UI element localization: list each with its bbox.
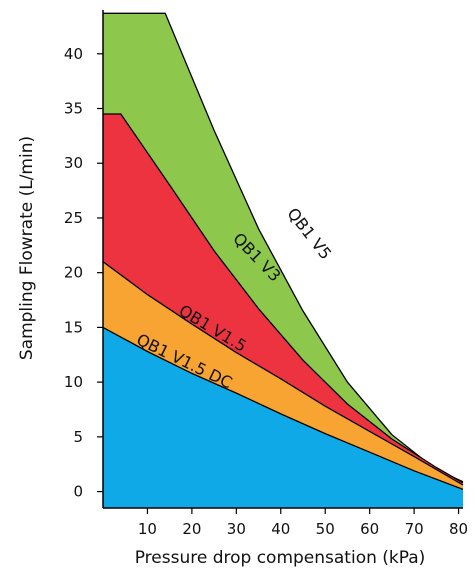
area-qb1-v1-5-dc: [103, 327, 463, 508]
y-tick-label: 0: [73, 483, 83, 501]
x-tick-label: 50: [316, 520, 335, 538]
x-tick-label: 10: [138, 520, 157, 538]
x-tick-label: 20: [182, 520, 201, 538]
y-tick-label: 30: [64, 154, 83, 172]
curve-label-qb1-v5: QB1 V5: [283, 204, 335, 263]
y-tick-label: 25: [64, 209, 83, 227]
y-tick-label: 20: [64, 264, 83, 282]
line-qb1-v1-5-dc: [102, 326, 464, 491]
tick-layer: 10 20 30 40 50 60 70 80 0 5 10 15 20 25 30 35 40: [64, 45, 468, 538]
y-axis-title: Sampling Flowrate (L/min): [17, 136, 37, 360]
x-tick-label: 80: [449, 520, 468, 538]
line-qb1-v1-5: [102, 261, 464, 486]
x-axis-title: Pressure drop compensation (kPa): [135, 548, 426, 568]
x-tick-label: 70: [405, 520, 424, 538]
y-tick-label: 5: [73, 428, 83, 446]
y-tick-label: 10: [64, 373, 83, 391]
axes-layer: [102, 10, 463, 509]
area-layer: [102, 12, 464, 509]
x-tick-label: 60: [360, 520, 379, 538]
x-tick-label: 40: [271, 520, 290, 538]
y-tick-label: 40: [64, 45, 83, 63]
line-qb1-v3: [103, 113, 464, 484]
x-tick-label: 30: [227, 520, 246, 538]
y-tick-label: 35: [64, 100, 83, 118]
y-tick-label: 15: [64, 318, 83, 336]
